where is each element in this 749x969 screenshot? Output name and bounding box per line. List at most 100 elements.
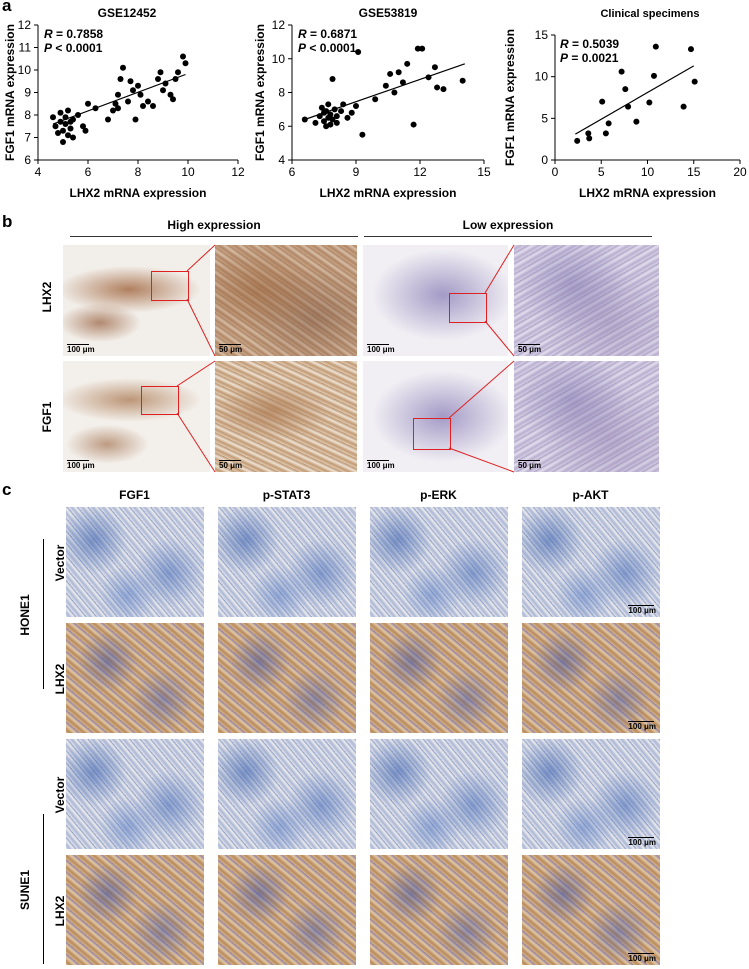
r-statistic: R = 0.6871 [298,27,357,41]
zoom-line [186,298,216,357]
x-axis-label: LHX2 mRNA expression [70,186,207,200]
data-point [395,69,402,76]
data-point [62,114,69,121]
data-point [80,123,86,130]
chart-title: GSE12452 [98,6,157,20]
cell-line-label-sune1: SUNE1 [18,870,32,911]
data-point [180,53,186,60]
data-point [167,91,174,98]
y-tick-label: 15 [535,28,549,42]
data-point [92,105,99,112]
data-point [182,60,189,67]
data-point [160,87,166,94]
condition-label-vector: Vector [53,544,67,582]
bracket-sune1 [43,814,44,964]
group-label-high: High expression [167,218,261,232]
scale-bar: 100 μm [67,460,95,470]
ihc-low-lhx2-overview: 100 μm [363,245,508,356]
data-point [419,45,426,52]
data-point [170,96,176,103]
x-axis-label: LHX2 mRNA expression [320,186,457,200]
x-tick-label: 10 [641,165,655,179]
data-point [327,111,334,118]
x-tick-label: 15 [477,165,491,179]
x-tick-label: 4 [35,165,42,179]
data-point [125,98,131,105]
ihc-low-lhx2-zoom: 50 μm [514,245,659,356]
data-point [75,112,81,118]
x-tick-label: 8 [135,165,142,179]
data-point [680,103,687,110]
scale-bar: 50 μm [518,460,542,470]
ihc-sune1-lhx2-p-akt: 100 μm [522,855,660,965]
y-tick-label: 4 [278,153,285,167]
condition-label-lhx2: LHX2 [53,895,67,927]
y-tick-label: 10 [535,70,549,84]
x-tick-label: 20 [733,165,747,179]
chart-title: GSE53819 [359,6,418,20]
y-tick-label: 0 [541,153,548,167]
column-label-p-stat3: p-STAT3 [262,488,311,502]
data-point [650,72,657,79]
data-point [586,135,593,142]
data-point [625,103,632,110]
data-point [646,99,653,106]
data-point [132,116,139,123]
column-label-p-erk: p-ERK [420,488,457,502]
panel-label-a: a [2,0,12,15]
data-point [120,64,126,71]
x-tick-label: 15 [687,165,701,179]
data-point [67,125,74,132]
data-point [410,121,417,128]
y-axis-label: FGF1 mRNA expression [503,29,517,166]
column-label-p-akt: p-AKT [572,488,609,502]
data-point [434,84,441,91]
p-statistic: P = 0.0021 [560,51,619,65]
y-tick-label: 12 [18,18,32,32]
column-label-fgf1: FGF1 [119,488,150,502]
data-point [355,49,362,55]
data-point [325,101,332,108]
data-point [112,100,119,107]
cell-line-label-hone1: HONE1 [18,594,32,636]
scatter-chart-clinical: Clinical specimens 0 5 10 15 20 0 5 10 15 LHX2 mRN… [503,8,747,200]
data-point [155,76,161,82]
data-point [60,139,66,145]
data-point [175,69,181,76]
y-tick-label: 12 [272,18,286,32]
data-point [602,130,609,137]
data-point [70,134,76,141]
data-point [440,86,447,93]
r-statistic: R = 0.7858 [44,27,103,41]
data-point [329,76,336,82]
data-point [585,130,592,137]
y-tick-label: 8 [24,108,31,122]
x-tick-label: 12 [413,165,427,179]
data-point [348,109,355,116]
data-point [331,106,338,113]
y-tick-label: 8 [278,86,285,100]
y-tick-label: 5 [541,111,548,125]
zoom-line [484,320,515,357]
data-point [425,74,432,81]
data-point [52,123,59,130]
ihc-sune1-lhx2-fgf1 [66,855,204,965]
data-point [344,114,351,121]
condition-label-vector: Vector [53,776,67,814]
data-point [399,79,406,86]
x-tick-label: 12 [231,165,245,179]
zoom-line [448,447,515,473]
data-point [359,131,366,138]
ihc-sune1-vector-fgf1 [66,739,204,849]
ihc-hone1-lhx2-p-erk [370,623,508,733]
zoom-line [176,360,216,387]
data-point [329,116,336,123]
zoom-line [484,244,515,294]
data-point [622,86,629,93]
data-point [327,121,334,128]
data-point [652,43,659,50]
y-axis-label: FGF1 mRNA expression [3,24,17,161]
data-point [55,130,61,136]
group-label-low: Low expression [462,218,554,232]
